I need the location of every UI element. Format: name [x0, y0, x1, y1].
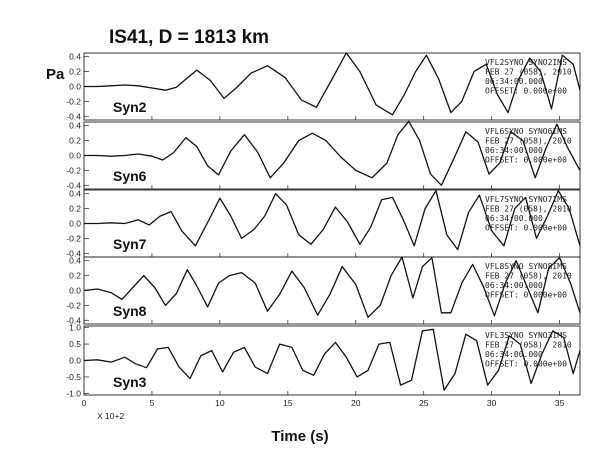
trace-info-line: VFL2SYNO SYNO2IMS: [485, 58, 567, 67]
x-tick-label: 5: [150, 398, 155, 408]
y-tick-label: 0.0: [69, 151, 81, 161]
trace-line-syn2: [84, 52, 581, 116]
trace-info-line: 06:34:00.000: [485, 350, 543, 359]
trace-info-line: OFFSET: 0.000e+00: [485, 87, 567, 96]
y-tick-label: -1.0: [66, 388, 81, 398]
x-tick-label: 30: [487, 398, 497, 408]
y-tick-label: 0.2: [69, 67, 81, 77]
trace-name-label: Syn8: [113, 303, 147, 319]
y-tick-label: -0.2: [66, 96, 81, 106]
y-tick-label: 0.0: [69, 356, 81, 366]
x-axis: 0 5 10 15 20 25 30 35: [82, 398, 565, 408]
trace-info-line: FEB 27 (058), 2010: [485, 272, 572, 281]
panel-syn8: 0.4 0.2 0.0 -0.2 -0.4 Syn8 VFL8SYNO SYNO8IMSFE…: [66, 256, 581, 325]
y-tick-label: 0.2: [69, 204, 81, 214]
panel-syn2: 0.4 0.2 0.0 -0.2 -0.4 Syn2 VFL2SYNO SYNO2IMSFE…: [66, 52, 581, 121]
y-tick-label: 0.2: [69, 136, 81, 146]
y-tick-label: 0.0: [69, 82, 81, 92]
trace-info-line: VFL8SYNO SYNO8IMS: [485, 262, 567, 271]
trace-name-label: Syn3: [113, 374, 147, 390]
y-axis-unit-label: Pa: [46, 66, 65, 83]
x-tick-label: 0: [82, 398, 87, 408]
y-tick-label: -0.2: [66, 233, 81, 243]
trace-line-syn3: [83, 328, 581, 391]
x-axis-label: Time (s): [271, 428, 328, 445]
trace-info-line: 06:34:00.000: [485, 146, 543, 155]
chart-title: IS41, D = 1813 km: [109, 27, 269, 48]
y-tick-label: 0.2: [69, 271, 81, 281]
trace-info-line: FEB 27 (058), 2010: [485, 137, 572, 146]
trace-info-line: VFL7SYNO SYNO7IMS: [485, 195, 567, 204]
y-tick-label: 0.0: [69, 219, 81, 229]
y-tick-label: -0.2: [66, 300, 81, 310]
trace-info-line: VFL3SYNO SYNO3IMS: [485, 331, 567, 340]
y-tick-label: -0.4: [66, 111, 81, 121]
trace-info-line: VFL6SYNO SYNO6IMS: [485, 127, 567, 136]
x-scale-multiplier: X 10+2: [97, 411, 124, 421]
trace-info-line: FEB 27 (058), 2010: [485, 341, 572, 350]
y-tick-label: 0.4: [69, 121, 81, 131]
trace-info-line: FEB 27 (058), 2010: [485, 68, 572, 77]
x-tick-label: 10: [215, 398, 225, 408]
y-tick-label: -0.2: [66, 165, 81, 175]
trace-info-line: OFFSET: 0.000e+00: [485, 360, 567, 369]
y-tick-label: -0.4: [66, 248, 81, 258]
y-tick-label: 0.0: [69, 286, 81, 296]
trace-info-line: 06:34:00.000: [485, 281, 543, 290]
y-tick-label: 0.5: [69, 339, 81, 349]
panel-syn6: 0.4 0.2 0.0 -0.2 -0.4 Syn6 VFL6SYNO SYNO6IMSFE…: [66, 120, 581, 190]
trace-name-label: Syn2: [113, 99, 147, 115]
panel-syn7: 0.4 0.2 0.0 -0.2 -0.4 Syn7 VFL7SYNO SYNO7IMSFE…: [66, 189, 581, 258]
trace-info-line: OFFSET: 0.000e+00: [485, 291, 567, 300]
x-tick-label: 15: [283, 398, 293, 408]
trace-line-syn6: [84, 120, 581, 186]
y-tick-label: -0.5: [66, 372, 81, 382]
y-tick-label: 0.4: [69, 52, 81, 62]
trace-name-label: Syn6: [113, 168, 147, 184]
x-tick-label: 25: [419, 398, 429, 408]
y-tick-label: -0.4: [66, 315, 81, 325]
trace-info-line: OFFSET: 0.000e+00: [485, 156, 567, 165]
trace-name-label: Syn7: [113, 236, 147, 252]
y-tick-label: 0.4: [69, 189, 81, 199]
trace-info-line: 06:34:00.000: [485, 214, 543, 223]
y-tick-label: 1.0: [69, 323, 81, 333]
trace-info-line: FEB 27 (058), 2010: [485, 205, 572, 214]
y-tick-label: 0.4: [69, 256, 81, 266]
x-tick-label: 35: [555, 398, 565, 408]
y-tick-label: -0.4: [66, 180, 81, 190]
trace-info-line: OFFSET: 0.000e+00: [485, 224, 567, 233]
panel-syn3: 1.0 0.5 0.0 -0.5 -1.0 Syn3 VFL3SYNO SYNO3IMSFE…: [66, 323, 581, 398]
x-tick-label: 20: [351, 398, 361, 408]
trace-line-syn7: [84, 190, 581, 251]
trace-line-syn8: [83, 256, 581, 318]
trace-info-line: 06:34:00.000: [485, 77, 543, 86]
